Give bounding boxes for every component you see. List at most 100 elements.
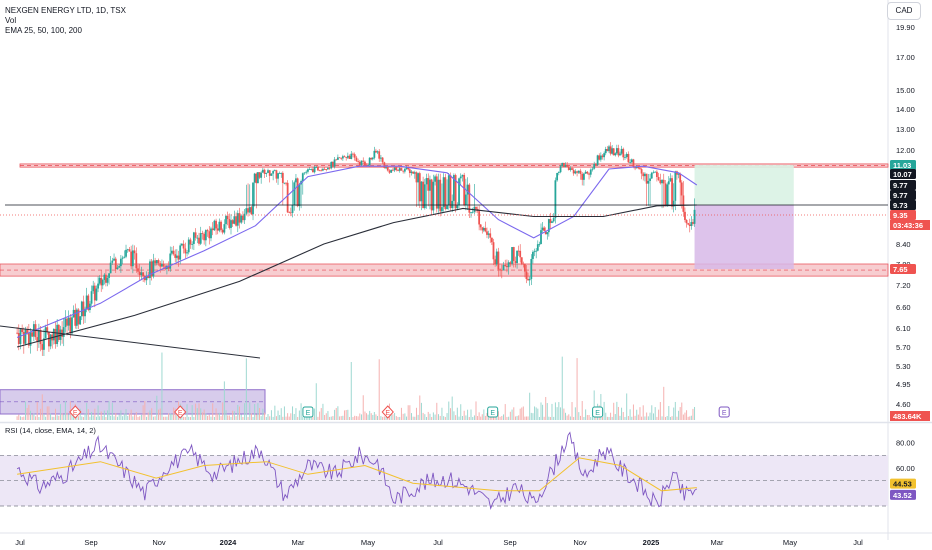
candle-body (208, 231, 211, 239)
currency-button[interactable]: CAD (887, 2, 921, 20)
chart-title: NEXGEN ENERGY LTD, 1D, TSX (5, 6, 127, 15)
candle-body (657, 176, 660, 181)
volume-bar (673, 407, 675, 420)
volume-bar (524, 416, 526, 420)
volume-bar (95, 416, 97, 420)
volume-bar (395, 416, 397, 420)
volume-bar (375, 414, 377, 420)
candle-body (672, 200, 675, 207)
candle-body (371, 157, 374, 160)
candle-body (487, 233, 490, 235)
candle-body (497, 251, 500, 270)
volume-bar (31, 414, 33, 420)
earnings-icon[interactable] (381, 405, 394, 419)
volume-bar (344, 410, 346, 420)
volume-bar (76, 414, 78, 420)
price-tick-label: 19.90 (896, 23, 915, 32)
volume-bar (467, 409, 469, 420)
volume-bar (473, 415, 475, 420)
earnings-icon[interactable] (69, 405, 82, 419)
earnings-marker[interactable]: E (718, 406, 730, 418)
earnings-marker[interactable]: E (592, 406, 604, 418)
candle-body (486, 231, 488, 235)
earnings-marker[interactable]: E (302, 406, 314, 418)
earnings-icon[interactable] (718, 406, 730, 418)
volume-bar (300, 403, 302, 420)
volume-bar (142, 405, 144, 420)
earnings-icon[interactable] (592, 406, 604, 418)
volume-bar (383, 416, 385, 420)
volume-bar (687, 416, 689, 420)
volume-bar (132, 416, 134, 420)
earnings-marker[interactable]: E (381, 405, 394, 419)
volume-bar (87, 409, 89, 420)
volume-bar (617, 406, 619, 420)
volume-bar (198, 403, 200, 420)
volume-bar (400, 407, 402, 420)
earnings-marker[interactable]: E (69, 405, 82, 419)
candle-body (343, 156, 346, 158)
candle-body (451, 200, 454, 209)
volume-bar (21, 416, 23, 420)
candle-body (293, 182, 296, 206)
price-tag (890, 180, 916, 190)
candle-body (412, 171, 415, 174)
volume-bar (217, 413, 219, 420)
candle-body (283, 182, 286, 184)
candle-body (105, 274, 107, 283)
volume-bar (629, 409, 631, 420)
candle-body (152, 260, 155, 277)
candle-body (272, 171, 275, 174)
volume-bar (73, 414, 75, 420)
volume-bar (404, 413, 406, 420)
candle-body (378, 151, 381, 159)
candle-body (557, 172, 560, 173)
candle-body (192, 232, 195, 244)
volume-bar (50, 413, 52, 420)
volume-bar (237, 404, 239, 420)
volume-bar (481, 414, 483, 420)
candle-body (130, 251, 133, 267)
candle-body (320, 170, 323, 172)
volume-bar (41, 394, 43, 420)
volume-bar (35, 416, 37, 420)
volume-bar (279, 415, 281, 420)
earnings-marker[interactable]: E (174, 405, 187, 419)
volume-bar (530, 412, 532, 420)
candle-body (615, 148, 618, 154)
candle-body (435, 176, 438, 209)
volume-bar (100, 411, 102, 420)
candle-body (561, 162, 564, 167)
candle-body (549, 219, 552, 223)
candle-body (632, 159, 635, 168)
candle-body (328, 167, 331, 169)
volume-bar (274, 405, 276, 420)
candle-body (46, 327, 49, 333)
earnings-marker[interactable]: E (487, 406, 499, 418)
volume-bar (585, 409, 587, 420)
volume-bar (36, 402, 38, 420)
volume-bar (535, 407, 537, 420)
volume-bar (571, 402, 573, 420)
volume-bar (200, 408, 202, 420)
volume-bar (578, 412, 580, 420)
candle-body (514, 261, 517, 264)
earnings-icon[interactable] (487, 406, 499, 418)
volume-bar (220, 416, 222, 420)
volume-bar (380, 416, 382, 420)
candle-body (674, 171, 677, 201)
candle-body (397, 170, 399, 171)
earnings-icon[interactable] (174, 405, 187, 419)
volume-bar (330, 416, 332, 420)
earnings-icon[interactable] (302, 406, 314, 418)
candle-body (291, 205, 294, 213)
volume-bar (130, 409, 132, 420)
volume-bar (373, 412, 375, 420)
volume-bar (561, 356, 563, 420)
volume-bar (448, 401, 450, 420)
volume-bar (456, 407, 458, 420)
candle-body (677, 173, 680, 175)
volume-bar (385, 416, 387, 420)
volume-bar (431, 416, 433, 420)
